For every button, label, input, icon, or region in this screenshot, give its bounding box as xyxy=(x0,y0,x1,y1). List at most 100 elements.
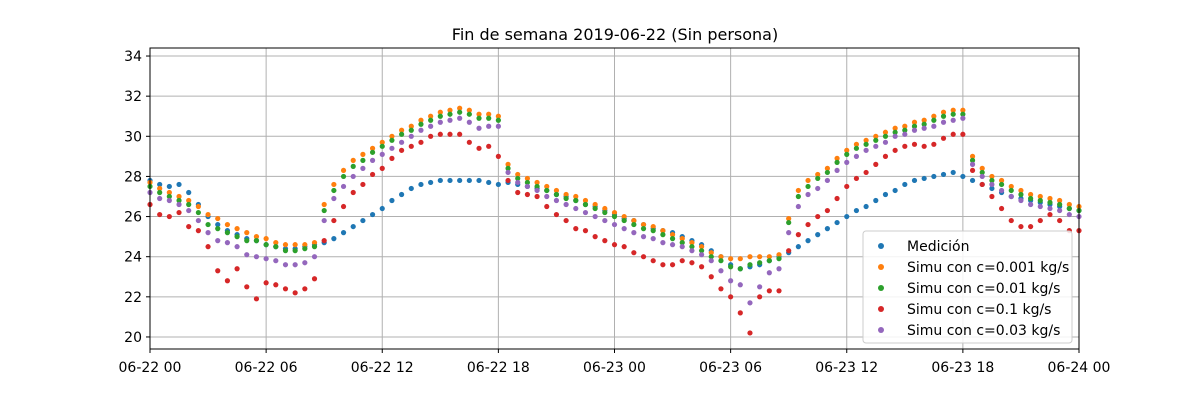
data-point xyxy=(553,211,560,218)
data-point xyxy=(863,169,869,176)
data-point xyxy=(998,205,1005,212)
data-point xyxy=(273,240,279,246)
data-point xyxy=(399,191,405,198)
data-point xyxy=(244,230,250,236)
y-tick-label: 34 xyxy=(124,49,142,65)
data-point xyxy=(495,113,501,119)
data-point xyxy=(166,197,172,204)
data-point xyxy=(176,193,182,200)
data-point xyxy=(931,113,937,119)
data-point xyxy=(408,143,414,149)
data-point xyxy=(631,250,637,256)
data-point xyxy=(1047,205,1053,212)
data-point xyxy=(302,286,308,292)
data-point xyxy=(795,244,801,250)
legend-marker xyxy=(878,285,884,291)
data-point xyxy=(960,111,966,117)
data-point xyxy=(679,244,685,250)
data-point xyxy=(282,262,289,268)
data-point xyxy=(466,111,472,117)
data-point xyxy=(379,139,385,145)
data-point xyxy=(921,121,927,127)
data-point xyxy=(950,111,956,117)
data-point xyxy=(505,161,511,167)
data-point xyxy=(1066,201,1072,208)
data-point xyxy=(340,230,347,236)
data-point xyxy=(708,254,714,260)
data-point xyxy=(553,191,560,198)
data-point xyxy=(534,187,540,194)
data-point xyxy=(428,133,434,139)
data-point xyxy=(369,145,376,151)
data-point xyxy=(950,117,956,123)
data-point xyxy=(253,254,260,260)
y-tick-label: 22 xyxy=(124,290,142,306)
data-point xyxy=(215,238,221,244)
data-point xyxy=(950,107,956,113)
data-point xyxy=(582,201,589,208)
data-point xyxy=(311,276,318,282)
data-point xyxy=(631,217,637,224)
data-point xyxy=(853,141,860,147)
data-point xyxy=(795,203,801,210)
data-point xyxy=(757,260,763,266)
data-point xyxy=(863,137,869,143)
data-point xyxy=(660,240,666,246)
data-point xyxy=(466,177,472,184)
data-point xyxy=(331,236,337,242)
data-point xyxy=(195,228,201,234)
data-point xyxy=(534,179,540,186)
data-point xyxy=(418,139,424,145)
data-point xyxy=(524,183,531,190)
data-point xyxy=(466,119,472,125)
data-point xyxy=(902,131,908,137)
plot-frame xyxy=(149,47,1080,350)
data-point xyxy=(892,129,898,135)
data-point xyxy=(776,252,782,258)
data-point xyxy=(408,185,414,192)
data-point xyxy=(1008,183,1014,190)
data-point xyxy=(931,117,937,123)
data-point xyxy=(563,201,569,208)
data-point xyxy=(505,177,511,184)
data-point xyxy=(534,193,540,200)
data-point xyxy=(679,240,685,246)
data-point xyxy=(389,137,395,143)
data-point xyxy=(718,286,724,292)
data-point xyxy=(844,147,850,153)
legend-marker xyxy=(878,306,884,312)
data-point xyxy=(282,248,289,254)
data-point xyxy=(708,274,714,280)
data-point xyxy=(157,195,163,202)
data-point xyxy=(998,177,1005,184)
data-point xyxy=(515,179,521,186)
legend-box xyxy=(862,230,1073,344)
data-point xyxy=(224,230,231,236)
data-point xyxy=(718,258,724,264)
legend-marker xyxy=(878,264,884,270)
data-point xyxy=(698,252,705,258)
data-point xyxy=(1047,199,1053,206)
data-point xyxy=(1008,187,1014,194)
data-point xyxy=(844,183,850,190)
data-point xyxy=(1037,217,1043,224)
data-point xyxy=(969,167,976,174)
data-point xyxy=(553,187,560,194)
data-point xyxy=(476,177,482,184)
data-point xyxy=(1066,205,1072,212)
data-point xyxy=(621,217,627,224)
data-point xyxy=(186,223,192,230)
data-point xyxy=(215,226,221,232)
data-point xyxy=(447,107,453,113)
y-axis: 20 22 24 26 28 30 32 34 xyxy=(124,49,150,346)
legend-label: Simu con c=0.01 kg/s xyxy=(907,281,1060,297)
data-point xyxy=(824,226,830,232)
data-point xyxy=(1028,195,1034,202)
data-point xyxy=(263,256,269,262)
data-point xyxy=(969,177,976,184)
data-point xyxy=(447,111,453,117)
data-point xyxy=(640,226,647,232)
data-point xyxy=(495,181,501,188)
data-point xyxy=(611,221,618,228)
data-point xyxy=(737,266,743,272)
